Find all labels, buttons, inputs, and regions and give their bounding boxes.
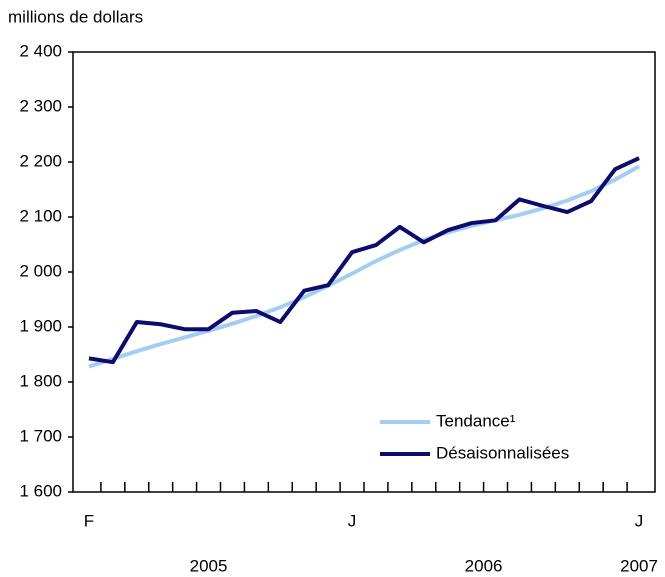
y-tick-label: 2 000 xyxy=(19,261,62,280)
y-axis-label: millions de dollars xyxy=(8,7,143,26)
y-tick-label: 1 600 xyxy=(19,481,62,500)
year-label: 2005 xyxy=(190,556,228,575)
year-label: 2006 xyxy=(465,556,503,575)
legend-label: Tendance¹ xyxy=(436,411,516,430)
y-tick-label: 1 800 xyxy=(19,371,62,390)
x-tick-label: J xyxy=(348,511,357,530)
y-tick-label: 2 200 xyxy=(19,151,62,170)
y-tick-label: 1 900 xyxy=(19,316,62,335)
series-line xyxy=(88,156,640,365)
plot-frame xyxy=(72,51,656,493)
x-tick-label: J xyxy=(635,511,644,530)
y-tick-label: 2 400 xyxy=(19,41,62,60)
y-tick-label: 2 300 xyxy=(19,96,62,115)
legend-label: Désaisonnalisées xyxy=(436,443,569,462)
x-tick-label: F xyxy=(84,511,94,530)
y-tick-label: 2 100 xyxy=(19,206,62,225)
series-line xyxy=(88,164,641,369)
year-label: 2007 xyxy=(620,556,658,575)
y-tick-label: 1 700 xyxy=(19,426,62,445)
